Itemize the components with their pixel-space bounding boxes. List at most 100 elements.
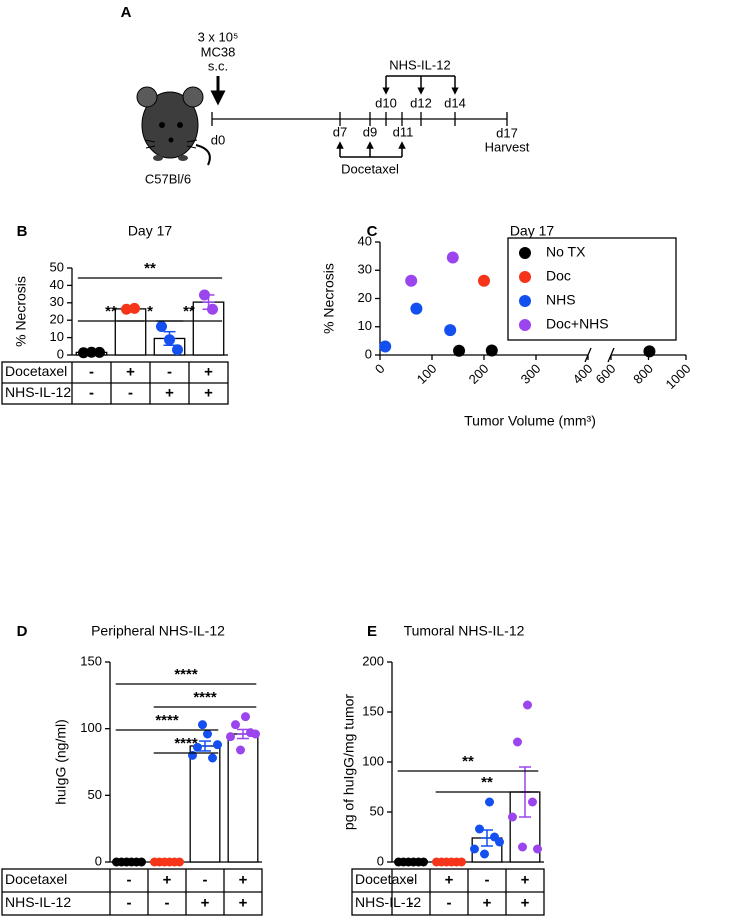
day-label: d10 [375,95,397,110]
legend-swatch [519,319,531,331]
y-tick-label: 100 [80,720,102,735]
table-cell: + [445,871,454,888]
significance-label: * [147,303,153,320]
data-point [528,797,537,807]
data-point [164,334,175,346]
significance-label: **** [174,666,198,683]
legend-label: Doc+NHS [546,316,609,332]
day-label: d0 [211,132,225,147]
docetaxel-arrows [336,141,406,158]
table-cell: - [447,894,452,911]
significance-label: ** [105,303,117,320]
y-axis-label: % Necrosis [13,276,29,347]
table-cell: - [485,871,490,888]
significance-label: **** [174,735,198,752]
x-tick-label: 100 [414,361,440,387]
data-point [241,712,250,722]
panel-letter: C [367,223,378,240]
table-cell: + [239,871,248,888]
data-point [533,844,542,854]
table-cell: - [409,871,414,888]
legend-label: Doc [546,268,571,284]
table-cell: - [89,384,94,401]
chart-title: Tumoral NHS-IL-12 [404,623,525,639]
day-label: d12 [410,95,432,110]
y-tick-label: 30 [50,294,64,309]
data-point [213,740,222,750]
data-point [446,251,459,264]
table-cell: - [409,894,414,911]
y-tick-label: 40 [50,277,64,292]
data-point [226,732,235,742]
data-point [453,344,466,357]
table-cell: + [204,384,213,401]
significance-label: ** [144,260,156,277]
y-tick-label: 200 [362,653,384,668]
legend-swatch [519,295,531,307]
table-cell: + [204,363,213,380]
data-point [457,857,466,867]
mouse-icon [136,86,211,166]
data-point [236,745,245,755]
legend-swatch [519,247,531,259]
row-label: Docetaxel [5,363,67,379]
data-point [203,729,212,739]
data-point [495,837,504,847]
x-axis-label: Tumor Volume (mm³) [464,413,596,429]
day-label: d7 [333,124,347,139]
y-tick-label: 0 [377,853,384,868]
y-tick-label: 40 [358,233,372,248]
data-point [480,849,489,859]
table-cell: - [165,894,170,911]
data-point [475,824,484,834]
x-tick-label: 800 [630,361,656,387]
x-tick-label: 200 [466,361,492,387]
day-label: d9 [363,124,377,139]
table-cell: + [165,384,174,401]
row-label: Docetaxel [355,871,417,887]
panel-letter: B [17,223,28,240]
row-label: NHS-IL-12 [5,894,71,910]
table-cell: - [128,384,133,401]
y-tick-label: 0 [365,346,372,361]
y-tick-label: 0 [95,853,102,868]
panel-letter: A [121,4,132,21]
data-point [193,742,202,752]
data-point [199,289,210,301]
significance-label: ** [481,774,493,791]
data-point [207,303,218,315]
table-cell: + [521,871,530,888]
y-tick-label: 150 [362,703,384,718]
day-ticks [211,112,508,126]
chart-title: Day 17 [128,223,173,239]
chart-title: Peripheral NHS-IL-12 [91,623,225,639]
y-tick-label: 20 [50,312,64,327]
data-point [129,302,140,314]
x-tick-label: 300 [518,361,544,387]
chart-title: Day 17 [510,223,555,239]
legend-label: No TX [546,244,586,260]
y-tick-label: 20 [358,290,372,305]
table-cell: + [521,894,530,911]
data-point [470,844,479,854]
y-axis-label: pg of huIgG/mg tumor [341,694,357,831]
row-label: NHS-IL-12 [5,384,71,400]
treatment-label: NHS-IL-12 [389,57,450,72]
table-cell: + [163,871,172,888]
y-tick-label: 10 [358,318,372,333]
injection-text: MC38 [201,44,236,59]
table-cell: + [126,363,135,380]
bar [227,733,259,863]
x-tick-label: 1000 [662,361,693,392]
data-point [410,302,423,315]
data-point [643,345,656,358]
data-point [175,857,184,867]
x-tick-label: 600 [593,361,619,387]
x-tick-label: 0 [372,361,388,377]
y-tick-label: 30 [358,262,372,277]
nhs-arrows [382,75,459,95]
y-tick-label: 50 [370,803,384,818]
day-label: d17 [496,125,518,140]
data-point [405,274,418,287]
